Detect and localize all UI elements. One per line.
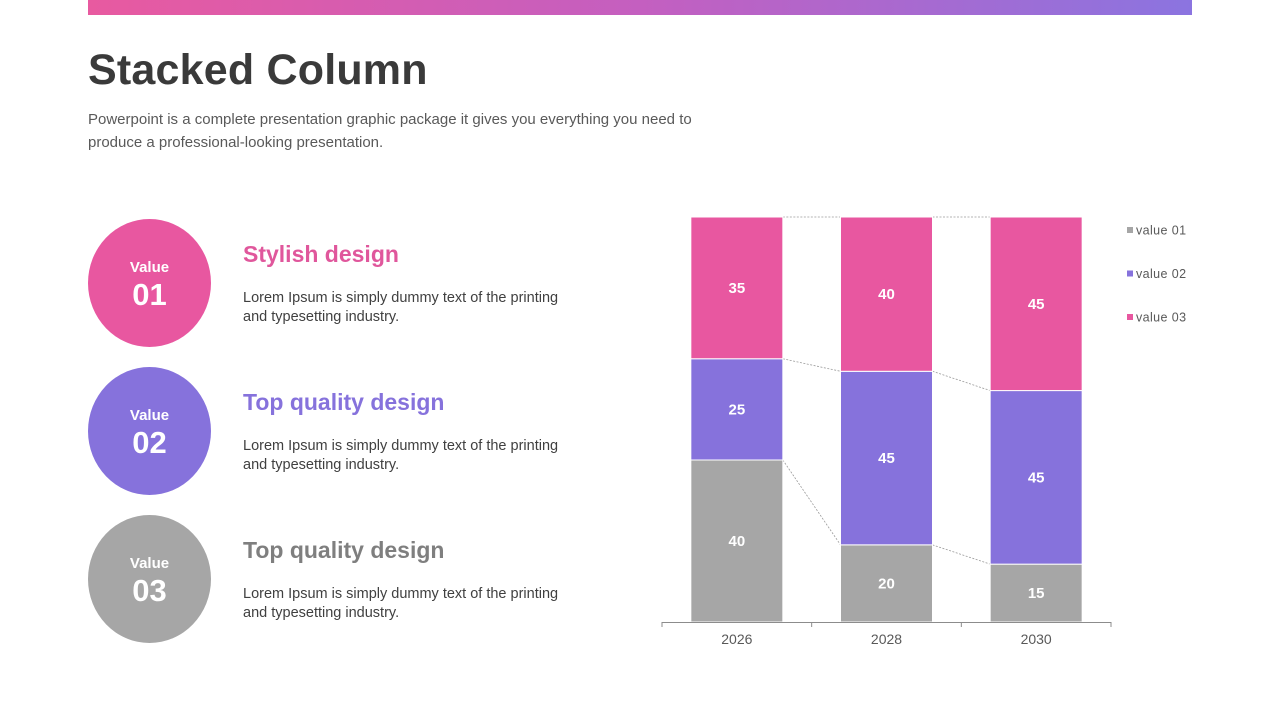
value-circle-label: Value: [129, 407, 170, 424]
value-circle-number: 03: [132, 573, 167, 608]
data-label: 35: [728, 280, 745, 297]
x-tick-label: 2028: [871, 631, 902, 647]
series-line: [932, 370, 991, 391]
data-label: 40: [728, 533, 745, 550]
legend-label: value 01: [1136, 224, 1186, 238]
item-heading: Top quality design: [243, 537, 445, 563]
bar-segment: [690, 358, 784, 461]
bar-segment: [989, 563, 1083, 623]
data-label: 15: [1028, 585, 1045, 602]
bar-segment: [690, 459, 784, 623]
item-description: Lorem Ipsum is simply dummy text of the …: [243, 290, 559, 325]
series-line: [932, 544, 991, 565]
data-label: 20: [878, 575, 895, 592]
top-accent-bar: [88, 0, 1192, 15]
bar-segment: [690, 216, 784, 360]
bar-segment: [840, 544, 933, 623]
data-label: 25: [728, 401, 745, 418]
x-tick-label: 2030: [1021, 631, 1052, 647]
data-label: 45: [1028, 296, 1045, 313]
value-circle-label: Value: [129, 259, 170, 276]
legend-label: value 02: [1136, 267, 1186, 281]
legend-swatch: [1127, 314, 1133, 320]
bar-segment: [989, 216, 1083, 392]
x-tick-label: 2026: [721, 631, 752, 647]
value-item-1: Value 01 Stylish design Lorem Ipsum is s…: [88, 219, 608, 347]
legend-swatch: [1127, 227, 1133, 233]
item-description: Lorem Ipsum is simply dummy text of the …: [243, 438, 559, 473]
bar-segment: [989, 390, 1083, 565]
data-label: 45: [878, 450, 895, 467]
bar-segment: [840, 370, 933, 546]
value-circle-1: Value 01: [88, 219, 211, 347]
bar-segment: [840, 216, 933, 372]
value-circle-2: Value 02: [88, 367, 211, 495]
value-circle-number: 02: [132, 425, 167, 460]
value-circle-number: 01: [132, 277, 167, 312]
slide-subtitle: Powerpoint is a complete presentation gr…: [88, 111, 692, 151]
legend-swatch: [1127, 270, 1133, 277]
item-heading: Stylish design: [243, 241, 399, 267]
value-circle-3: Value 03: [88, 515, 211, 643]
series-line: [782, 358, 841, 372]
slide-title: Stacked Column: [88, 46, 428, 94]
data-label: 40: [878, 286, 895, 303]
item-heading: Top quality design: [243, 389, 445, 415]
value-item-2: Value 02 Top quality design Lorem Ipsum …: [88, 367, 608, 495]
series-line: [782, 459, 841, 546]
data-label: 45: [1028, 469, 1045, 486]
item-description: Lorem Ipsum is simply dummy text of the …: [243, 586, 559, 621]
value-circle-label: Value: [129, 555, 170, 572]
value-item-3: Value 03 Top quality design Lorem Ipsum …: [88, 515, 608, 643]
legend-label: value 03: [1136, 311, 1186, 325]
